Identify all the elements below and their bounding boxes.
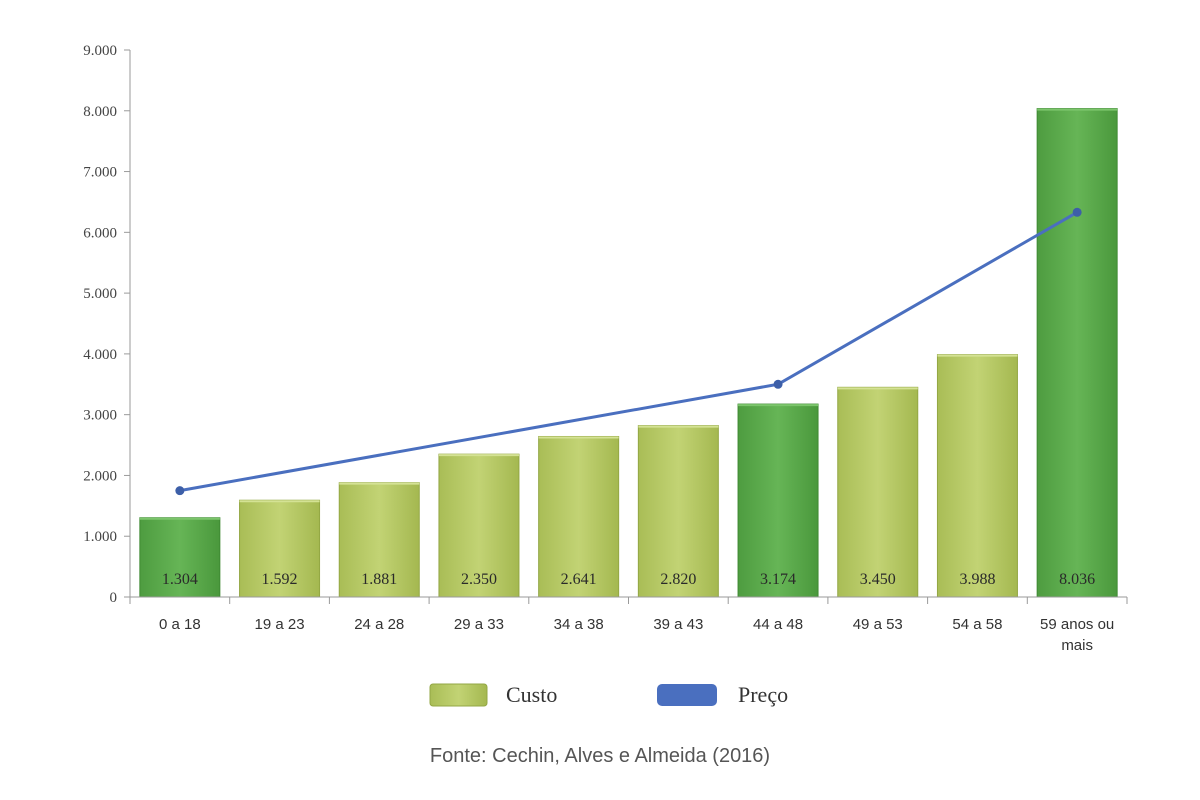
chart-svg: 0 1.000 2.000 3.000 4.000 5.000 6.000 7.000 8.00… [83,43,1128,707]
legend-swatch-custo [429,683,488,707]
bar [239,499,321,598]
x-tick-label: 19 a 23 [255,616,305,633]
y-tick-label: 6.000 [83,225,117,241]
y-tick-label: 3.000 [83,408,117,424]
legend-label-preco: Preço [738,682,788,707]
y-tick-label: 4.000 [83,347,117,363]
y-axis: 0 1.000 2.000 3.000 4.000 5.000 6.000 7.000 8.00… [83,43,131,606]
bar [837,386,919,598]
bar-value-label: 3.450 [860,571,896,588]
price-line [175,207,1082,496]
y-tick-label: 9.000 [83,43,117,59]
bar [338,482,420,598]
bar-value-label: 2.641 [561,571,597,588]
bar-value-label: 1.881 [361,571,397,588]
x-tick-label: 29 a 33 [454,616,504,633]
x-tick-label: 59 anos ou mais [1040,616,1114,654]
source-note: Fonte: Cechin, Alves e Almeida (2016) [429,745,771,767]
y-tick-label: 1.000 [83,529,117,545]
bar-value-label: 2.350 [461,571,497,588]
y-tick-label: 5.000 [83,286,117,302]
bar [936,354,1018,598]
bar-value-label: 3.174 [760,571,796,588]
bar [637,425,719,598]
x-tick-label: 0 a 18 [159,616,201,633]
bar [139,517,221,598]
x-axis: 0 a 18 19 a 23 24 a 28 29 a 33 34 a 38 39 a 4… [129,596,1128,654]
x-tick-label: 34 a 38 [554,616,604,633]
price-point [1072,207,1082,217]
bar-value-label: 2.820 [660,571,696,588]
y-tick-label: 7.000 [83,165,117,181]
bar [438,453,520,598]
bar [1036,108,1118,598]
y-tick-label: 8.000 [83,104,117,120]
bar-value-label: 8.036 [1059,571,1095,588]
x-tick-label: 39 a 43 [653,616,703,633]
legend: Custo Preço [429,682,788,707]
bars: 1.304 1.592 1.881 2.350 2.641 2.820 3.174 3.450… [139,108,1118,598]
bar-value-label: 3.988 [959,571,995,588]
y-tick-label: 0 [110,590,118,606]
x-tick-label: 54 a 58 [952,616,1002,633]
x-tick-label: 44 a 48 [753,616,803,633]
legend-label-custo: Custo [506,682,557,707]
x-tick-label: 24 a 28 [354,616,404,633]
bar-value-label: 1.304 [162,571,198,588]
x-tick-label: 49 a 53 [853,616,903,633]
legend-swatch-preco [657,684,717,706]
bar-value-label: 1.592 [262,571,298,588]
y-tick-label: 2.000 [83,468,117,484]
bar [737,403,819,598]
price-point [175,486,185,496]
price-point [773,379,783,389]
